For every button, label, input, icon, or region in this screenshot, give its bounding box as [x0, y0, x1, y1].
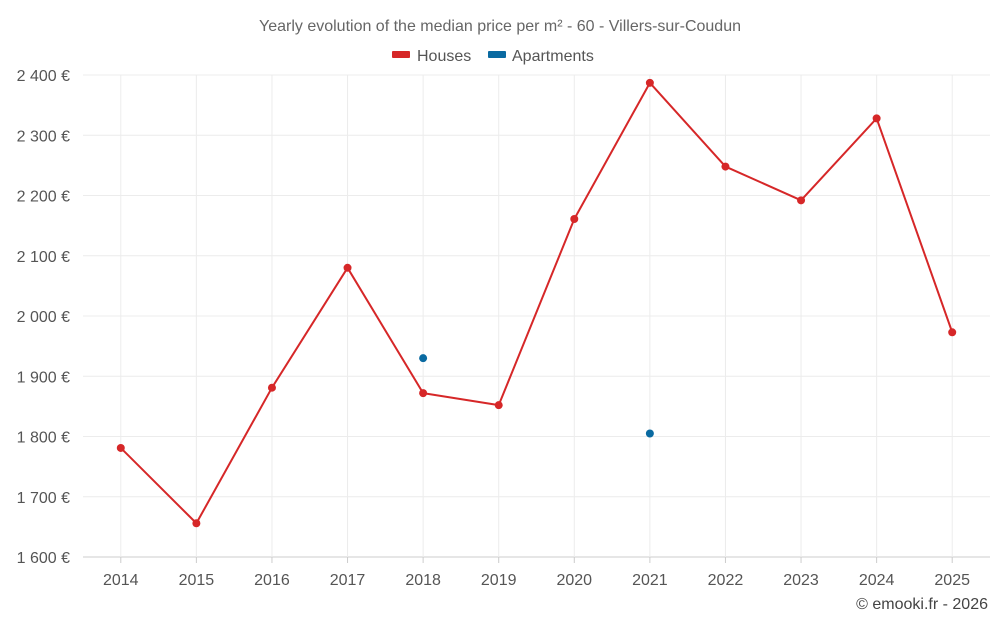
x-tick-label: 2015 — [179, 572, 215, 589]
legend-swatch-apartments — [488, 51, 506, 58]
data-point-houses[interactable] — [494, 401, 503, 410]
y-tick-label: 1 900 € — [17, 369, 70, 386]
x-tick-label: 2018 — [405, 572, 441, 589]
legend-swatch-houses — [392, 51, 410, 58]
legend-label-houses: Houses — [417, 48, 471, 65]
plot-area — [116, 78, 957, 528]
data-point-houses[interactable] — [192, 519, 201, 528]
credit: © emooki.fr - 2026 — [856, 596, 988, 613]
y-tick-label: 1 600 € — [17, 550, 70, 567]
data-point-houses[interactable] — [948, 328, 957, 337]
x-axis: 2014 2015 2016 2017 2018 2019 2020 2021 2022 2023… — [103, 557, 970, 589]
data-point-apartments[interactable] — [645, 429, 654, 438]
x-tick-label: 2021 — [632, 572, 668, 589]
legend-item-houses[interactable]: Houses — [392, 48, 471, 65]
y-tick-label: 2 000 € — [17, 309, 70, 326]
x-tick-label: 2023 — [783, 572, 819, 589]
data-point-houses[interactable] — [570, 214, 579, 223]
y-tick-label: 1 700 € — [17, 490, 70, 507]
x-tick-label: 2017 — [330, 572, 366, 589]
y-tick-label: 2 300 € — [17, 128, 70, 145]
data-point-houses[interactable] — [267, 383, 276, 392]
y-tick-label: 1 800 € — [17, 430, 70, 447]
data-point-houses[interactable] — [872, 114, 881, 123]
x-tick-label: 2025 — [934, 572, 970, 589]
y-tick-label: 2 100 € — [17, 249, 70, 266]
data-point-houses[interactable] — [116, 443, 125, 452]
x-tick-label: 2019 — [481, 572, 517, 589]
series-line-houses — [120, 81, 954, 525]
data-point-houses[interactable] — [721, 162, 730, 171]
y-tick-label: 2 200 € — [17, 189, 70, 206]
y-tick-label: 2 400 € — [17, 68, 70, 85]
data-point-houses[interactable] — [645, 78, 654, 87]
chart-title: Yearly evolution of the median price per… — [259, 18, 741, 35]
data-point-apartments[interactable] — [419, 354, 428, 363]
x-tick-label: 2024 — [859, 572, 895, 589]
x-tick-label: 2016 — [254, 572, 290, 589]
legend: Houses Apartments — [392, 48, 594, 65]
grid — [83, 74, 990, 558]
data-point-houses[interactable] — [797, 196, 806, 205]
data-point-houses[interactable] — [419, 389, 428, 398]
legend-item-apartments[interactable]: Apartments — [488, 48, 594, 65]
data-point-houses[interactable] — [343, 263, 352, 272]
y-axis: 1 600 € 1 700 € 1 800 € 1 900 € 2 000 € 2 100… — [17, 68, 70, 567]
x-tick-label: 2020 — [556, 572, 592, 589]
x-tick-label: 2014 — [103, 572, 139, 589]
x-tick-label: 2022 — [708, 572, 744, 589]
legend-label-apartments: Apartments — [512, 48, 594, 65]
